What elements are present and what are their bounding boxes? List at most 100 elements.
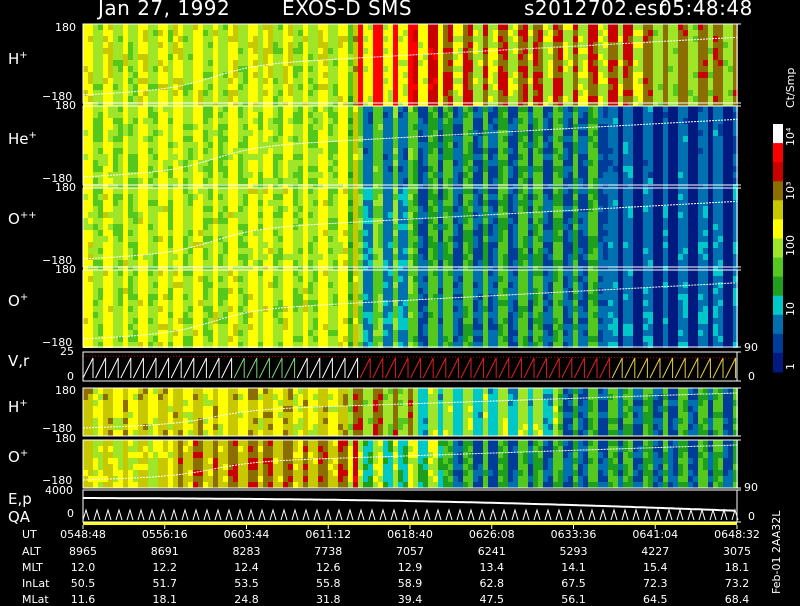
spectrogram-cell-p1 [423, 30, 428, 36]
spectrogram-cell-p2 [168, 112, 173, 118]
spectrogram-cell-p2 [473, 142, 478, 148]
spectrogram-cell-p1 [198, 30, 203, 36]
spectrogram-cell-p2 [403, 142, 408, 148]
spectrogram-cell-p3 [238, 212, 243, 218]
spectrogram-cell-p3 [103, 242, 108, 248]
spectrogram-cell-p2 [718, 178, 723, 184]
spectrogram-cell-p3 [373, 254, 378, 260]
spectrogram-cell-p3 [488, 194, 493, 200]
spectrogram-cell-p3 [293, 188, 298, 194]
spectrogram-cell-p3 [403, 266, 408, 272]
spectrogram-cell-p2 [708, 166, 713, 172]
spectrogram-cell-p2 [138, 148, 143, 154]
spectrogram-cell-p2 [508, 118, 513, 124]
spectrogram-cell-p1 [203, 84, 208, 90]
spectrogram-cell-p2 [478, 130, 483, 136]
spectrogram-cell-p3 [388, 230, 393, 236]
spectrogram-cell-p1 [553, 48, 558, 54]
spectrogram-cell-p2 [83, 112, 88, 118]
spectrogram-cell-p1 [283, 66, 288, 72]
spectrogram-cell-p2 [433, 118, 438, 124]
spectrogram-cell-p2 [653, 154, 658, 160]
spectrogram-cell-p1 [613, 54, 618, 60]
spectrogram-cell-p3 [303, 200, 308, 206]
spectrogram-cell-p2 [673, 184, 678, 190]
spectrogram-cell-p2 [488, 106, 493, 112]
spectrogram-cell-p1 [543, 90, 548, 96]
spectrogram-cell-p1 [418, 78, 423, 84]
spectrogram-cell-p1 [688, 54, 693, 60]
spectrogram-cell-p3 [108, 206, 113, 212]
spectrogram-cell-p1 [663, 36, 668, 42]
spectrogram-cell-p2 [198, 124, 203, 130]
spectrogram-cell-p3 [163, 188, 168, 194]
spectrogram-cell-p2 [463, 154, 468, 160]
spectrogram-cell-p1 [498, 96, 503, 102]
spectrogram-cell-p3 [473, 200, 478, 206]
spectrogram-cell-p2 [618, 142, 623, 148]
spectrogram-cell-p1 [178, 90, 183, 96]
spectrogram-cell-p2 [248, 106, 253, 112]
spectrogram-cell-p3 [103, 230, 108, 236]
spectrogram-cell-p3 [183, 206, 188, 212]
spectrogram-cell-p1 [188, 96, 193, 102]
spectrogram-cell-p2 [243, 118, 248, 124]
spectrogram-cell-p3 [408, 236, 413, 242]
spectrogram-cell-p3 [138, 230, 143, 236]
spectrogram-cell-p2 [193, 154, 198, 160]
spectrogram-cell-p2 [353, 172, 358, 178]
spectrogram-cell-p1 [258, 72, 263, 78]
spectrogram-cell-p2 [113, 112, 118, 118]
spectrogram-cell-p1 [563, 42, 568, 48]
spectrogram-cell-p2 [663, 130, 668, 136]
spectrogram-cell-p3 [313, 242, 318, 248]
spectrogram-cell-p2 [703, 184, 708, 190]
spectrogram-cell-p3 [223, 200, 228, 206]
spectrogram-cell-p1 [638, 96, 643, 102]
spectrogram-cell-p1 [528, 96, 533, 102]
spectrogram-cell-p2 [83, 124, 88, 130]
spectrogram-cell-p2 [538, 136, 543, 142]
spectrogram-cell-p2 [348, 172, 353, 178]
spectrogram-cell-p2 [293, 106, 298, 112]
spectrogram-cell-p1 [513, 42, 518, 48]
spectrogram-cell-p1 [718, 24, 723, 30]
spectrogram-cell-p1 [598, 102, 603, 108]
spectrogram-cell-p3 [178, 224, 183, 230]
spectrogram-cell-p1 [308, 84, 313, 90]
spectrogram-cell-p1 [273, 30, 278, 36]
spectrogram-cell-p1 [503, 90, 508, 96]
spectrogram-cell-p1 [283, 78, 288, 84]
spectrogram-cell-p1 [613, 90, 618, 96]
spectrogram-cell-p1 [568, 42, 573, 48]
spectrogram-cell-p2 [278, 118, 283, 124]
spectrogram-cell-p1 [83, 42, 88, 48]
spectrogram-cell-p2 [223, 142, 228, 148]
spectrogram-cell-p2 [88, 160, 93, 166]
spectrogram-cell-p3 [153, 188, 158, 194]
spectrogram-cell-p1 [353, 36, 358, 42]
spectrogram-cell-p3 [178, 242, 183, 248]
spectrogram-cell-p1 [423, 90, 428, 96]
spectrogram-cell-p1 [188, 78, 193, 84]
spectrogram-cell-p3 [363, 224, 368, 230]
spectrogram-cell-p1 [263, 48, 268, 54]
spectrogram-cell-p2 [438, 118, 443, 124]
spectrogram-cell-p2 [193, 112, 198, 118]
spectrogram-cell-p3 [478, 236, 483, 242]
spectrogram-cell-p3 [428, 206, 433, 212]
spectrogram-cell-p2 [643, 148, 648, 154]
spectrogram-cell-p1 [443, 48, 448, 54]
spectrogram-cell-p2 [533, 154, 538, 160]
spectrogram-cell-p1 [698, 30, 703, 36]
spectrogram-cell-p1 [288, 66, 293, 72]
spectrogram-cell-p1 [253, 84, 258, 90]
spectrogram-cell-p2 [683, 154, 688, 160]
spectrogram-cell-p3 [178, 230, 183, 236]
spectrogram-cell-p1 [628, 36, 633, 42]
spectrogram-cell-p2 [218, 166, 223, 172]
spectrogram-cell-p1 [213, 78, 218, 84]
spectrogram-cell-p1 [703, 72, 708, 78]
spectrogram-cell-p2 [673, 142, 678, 148]
spectrogram-cell-p2 [363, 124, 368, 130]
